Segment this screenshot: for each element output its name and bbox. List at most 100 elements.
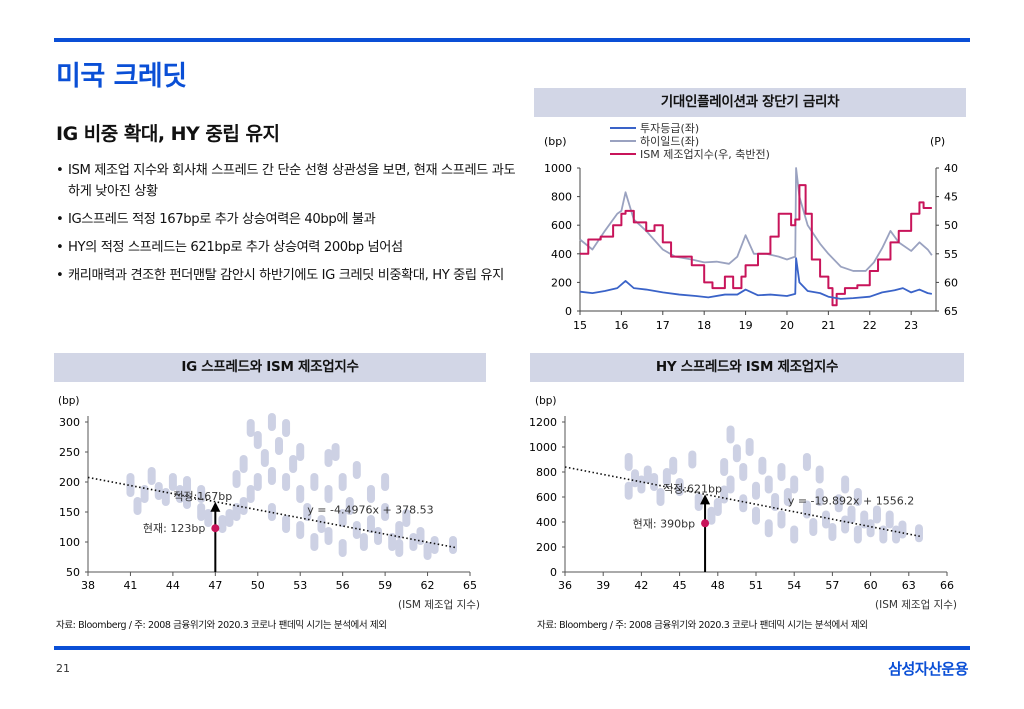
- scatter-point: [739, 463, 748, 481]
- scatter-point: [752, 506, 760, 525]
- x-tick-label: 18: [697, 319, 711, 332]
- x-tick-label: 17: [656, 319, 670, 332]
- right-tick-label: 60: [944, 276, 958, 289]
- right-tick-label: 40: [944, 162, 958, 175]
- scatter-point: [218, 515, 227, 533]
- scatter-point: [338, 509, 347, 527]
- hy-scatter-title: HY 스프레드와 ISM 제조업지수: [530, 353, 964, 382]
- legend-label: 하이일드(좌): [640, 134, 699, 148]
- footer-rule: [54, 646, 970, 650]
- scatter-point: [175, 485, 184, 503]
- x-tick-label: 22: [863, 319, 877, 332]
- trendline-equation: y = -4.4976x + 378.53: [307, 503, 433, 516]
- right-tick-label: 65: [944, 305, 958, 318]
- left-tick-label: 200: [551, 276, 572, 289]
- x-tick-label: 45: [673, 579, 687, 592]
- scatter-point: [783, 488, 792, 506]
- scatter-point: [739, 494, 748, 513]
- x-tick-label: 36: [558, 579, 572, 592]
- series-line-2: [580, 184, 932, 307]
- right-tick-label: 55: [944, 248, 958, 261]
- fair-value-arrowhead-icon: [700, 494, 711, 505]
- y-tick-label: 50: [66, 566, 80, 579]
- x-axis-title: (ISM 제조업 지수): [875, 598, 957, 611]
- scatter-point: [232, 470, 241, 488]
- scatter-point: [726, 425, 735, 444]
- scatter-point: [310, 533, 319, 551]
- scatter-point: [815, 465, 824, 484]
- scatter-point: [133, 497, 142, 515]
- scatter-point: [914, 524, 923, 543]
- scatter-point: [161, 488, 170, 506]
- scatter-point: [764, 519, 773, 538]
- scatter-point: [282, 515, 291, 533]
- scatter-point: [183, 476, 192, 494]
- left-tick-label: 0: [565, 305, 572, 318]
- scatter-point: [253, 473, 262, 491]
- scatter-point: [449, 536, 458, 554]
- x-tick-label: 48: [711, 579, 725, 592]
- scatter-point: [381, 503, 390, 521]
- series-line-1: [579, 167, 933, 272]
- scatter-point: [395, 539, 404, 557]
- scatter-point: [388, 533, 397, 551]
- scatter-point: [841, 515, 850, 534]
- scatter-point: [126, 479, 135, 497]
- scatter-point: [885, 510, 894, 529]
- x-tick-label: 63: [902, 579, 916, 592]
- scatter-point: [822, 510, 831, 529]
- x-tick-label: 62: [421, 579, 435, 592]
- scatter-point: [275, 437, 283, 455]
- y-tick-label: 200: [536, 541, 557, 554]
- x-tick-label: 50: [251, 579, 265, 592]
- x-tick-label: 53: [293, 579, 307, 592]
- scatter-point: [366, 485, 375, 503]
- y-axis-unit: (bp): [535, 395, 557, 407]
- x-tick-label: 42: [634, 579, 648, 592]
- scatter-point: [656, 488, 665, 506]
- scatter-point: [402, 509, 411, 527]
- scatter-point: [815, 488, 824, 506]
- scatter-point: [331, 443, 340, 461]
- scatter-point: [624, 453, 633, 471]
- scatter-point: [777, 463, 786, 481]
- x-axis-title: (ISM 제조업 지수): [398, 598, 480, 611]
- scatter-point: [282, 419, 291, 437]
- x-tick-label: 20: [780, 319, 794, 332]
- scatter-point: [296, 485, 305, 503]
- x-tick-label: 15: [573, 319, 587, 332]
- scatter-point: [675, 478, 684, 496]
- current-value-point: [211, 524, 220, 533]
- scatter-point: [777, 510, 786, 529]
- y-tick-label: 100: [59, 536, 80, 549]
- scatter-point: [147, 467, 156, 485]
- y-tick-label: 300: [59, 416, 80, 429]
- scatter-point: [872, 505, 881, 524]
- fair-value-label: 적정:167bp: [173, 490, 232, 503]
- x-tick-label: 57: [825, 579, 839, 592]
- scatter-point: [764, 475, 773, 494]
- bullet-item: IG스프레드 적정 167bp로 추가 상승여력은 40bp에 불과: [56, 209, 526, 230]
- scatter-point: [246, 485, 255, 503]
- x-tick-label: 39: [596, 579, 610, 592]
- x-tick-label: 41: [123, 579, 137, 592]
- bullet-item: HY의 적정 스프레드는 621bp로 추가 상승여력 200bp 넘어섬: [56, 237, 526, 258]
- right-tick-label: 50: [944, 219, 958, 232]
- scatter-point: [395, 521, 404, 539]
- scatter-point: [624, 481, 633, 500]
- x-tick-label: 23: [904, 319, 918, 332]
- scatter-point: [260, 449, 269, 467]
- scatter-point: [359, 533, 368, 551]
- scatter-point: [352, 461, 361, 479]
- fair-value-arrowhead-icon: [210, 501, 221, 512]
- scatter-point: [374, 527, 383, 545]
- scatter-point: [713, 498, 722, 516]
- key-points-list: ISM 제조업 지수와 회사채 스프레드 간 단순 선형 상관성을 보면, 현재…: [56, 160, 526, 293]
- scatter-point: [430, 536, 439, 554]
- header-rule: [54, 38, 970, 42]
- fair-value-label: 적정:621bp: [663, 482, 722, 495]
- y-tick-label: 200: [59, 476, 80, 489]
- scatter-point: [296, 443, 305, 461]
- scatter-point: [752, 481, 760, 500]
- scatter-point: [841, 475, 850, 494]
